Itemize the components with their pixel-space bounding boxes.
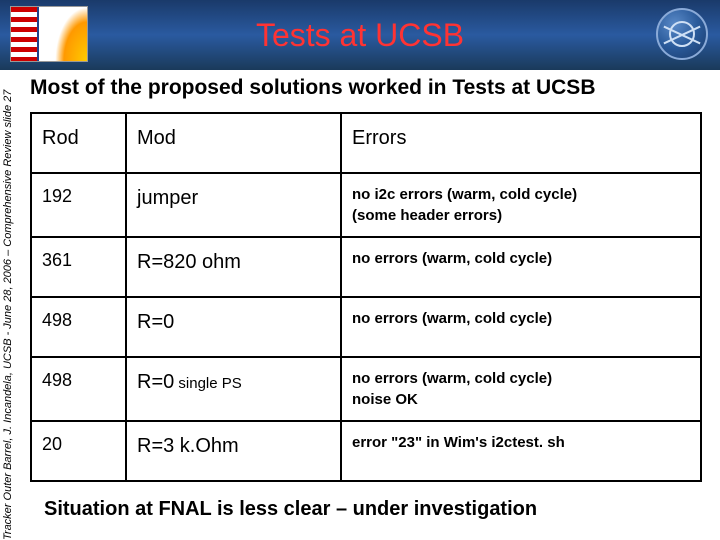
uscms-logo (10, 6, 88, 62)
mod-main: R=0 (137, 311, 174, 333)
cell-mod: R=0 (126, 297, 341, 357)
slide-header: Tests at UCSB (0, 0, 720, 70)
cell-mod: jumper (126, 173, 341, 237)
cell-errors: no errors (warm, cold cycle)noise OK (341, 357, 701, 421)
slide-title: Tests at UCSB (256, 17, 464, 54)
cell-rod: 20 (31, 421, 126, 481)
col-header-errors: Errors (341, 113, 701, 173)
cell-rod: 192 (31, 173, 126, 237)
cern-rings-icon (669, 21, 695, 47)
cell-errors: no errors (warm, cold cycle) (341, 297, 701, 357)
cern-logo (656, 8, 708, 60)
mod-main: R=3 k.Ohm (137, 435, 239, 457)
col-header-mod: Mod (126, 113, 341, 173)
cell-errors: no errors (warm, cold cycle) (341, 237, 701, 297)
footer-note: Situation at FNAL is less clear – under … (44, 498, 710, 521)
slide-content: Most of the proposed solutions worked in… (30, 76, 710, 521)
cell-mod: R=0 single PS (126, 357, 341, 421)
table-row: 361 R=820 ohm no errors (warm, cold cycl… (31, 237, 701, 297)
cms-swoosh-icon (39, 7, 87, 61)
mod-main: R=820 ohm (137, 251, 241, 273)
results-table: Rod Mod Errors 192 jumper no i2c errors … (30, 112, 702, 482)
cell-rod: 361 (31, 237, 126, 297)
table-row: 498 R=0 no errors (warm, cold cycle) (31, 297, 701, 357)
table-row: 498 R=0 single PS no errors (warm, cold … (31, 357, 701, 421)
table-row: 192 jumper no i2c errors (warm, cold cyc… (31, 173, 701, 237)
mod-main: R=0 (137, 371, 174, 393)
flag-stripes-icon (11, 7, 39, 62)
cell-rod: 498 (31, 297, 126, 357)
table-header-row: Rod Mod Errors (31, 113, 701, 173)
col-header-rod: Rod (31, 113, 126, 173)
side-citation: Tracker Outer Barrel, J. Incandela, UCSB… (2, 70, 14, 540)
cell-mod: R=3 k.Ohm (126, 421, 341, 481)
cell-rod: 498 (31, 357, 126, 421)
mod-main: jumper (137, 187, 198, 209)
table-row: 20 R=3 k.Ohm error "23" in Wim's i2ctest… (31, 421, 701, 481)
mod-sub: single PS (174, 375, 242, 392)
cell-errors: no i2c errors (warm, cold cycle)(some he… (341, 173, 701, 237)
cell-mod: R=820 ohm (126, 237, 341, 297)
cell-errors: error "23" in Wim's i2ctest. sh (341, 421, 701, 481)
lead-text: Most of the proposed solutions worked in… (30, 76, 710, 100)
